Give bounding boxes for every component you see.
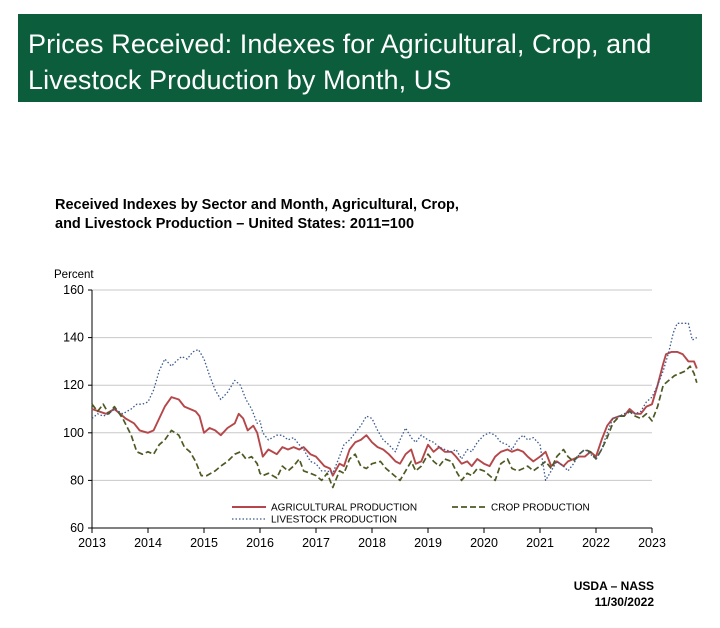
y-tick-label: 100: [63, 426, 84, 440]
x-tick-label: 2018: [358, 536, 386, 550]
title-banner: Prices Received: Indexes for Agricultura…: [18, 14, 702, 102]
x-tick-label: 2015: [190, 536, 218, 550]
x-tick-label: 2020: [470, 536, 498, 550]
x-tick-label: 2019: [414, 536, 442, 550]
legend-label: CROP PRODUCTION: [491, 503, 590, 514]
chart-title: Received Indexes by Sector and Month, Ag…: [55, 197, 459, 232]
source-credit: USDA – NASS 11/30/2022: [574, 578, 654, 610]
source-org: USDA – NASS: [573, 579, 654, 593]
x-tick-label: 2016: [246, 536, 274, 550]
banner-title: Prices Received: Indexes for Agricultura…: [28, 29, 652, 95]
y-tick-label: 60: [70, 521, 84, 535]
y-tick-label: 140: [63, 331, 84, 345]
series-line-solid: [91, 350, 698, 477]
y-axis-unit-label: Percent: [54, 269, 94, 281]
y-tick-labels: 60 80 100 120 140 160: [63, 283, 84, 535]
axes: [88, 289, 653, 533]
source-date: 11/30/2022: [594, 595, 654, 609]
legend-label: AGRICULTURAL PRODUCTION: [271, 503, 417, 514]
y-tick-label: 160: [63, 283, 84, 297]
x-tick-label: 2014: [134, 536, 162, 550]
y-tick-label: 80: [70, 473, 84, 487]
y-tick-label: 120: [63, 378, 84, 392]
grid-lines: [92, 289, 652, 481]
series-line-dotted: [91, 322, 698, 482]
legend-label: LIVESTOCK PRODUCTION: [271, 515, 397, 526]
x-tick-labels: 2013 2014 2015 2016 2017 2018 2019 2020 2021 2022…: [78, 536, 666, 550]
x-tick-label: 2021: [526, 536, 554, 550]
x-tick-label: 2023: [638, 536, 666, 550]
x-tick-label: 2013: [78, 536, 106, 550]
x-tick-label: 2022: [582, 536, 610, 550]
legend: AGRICULTURAL PRODUCTION CROP PRODUCTION LI…: [232, 503, 590, 526]
series-lines: [91, 322, 698, 489]
x-tick-label: 2017: [302, 536, 330, 550]
